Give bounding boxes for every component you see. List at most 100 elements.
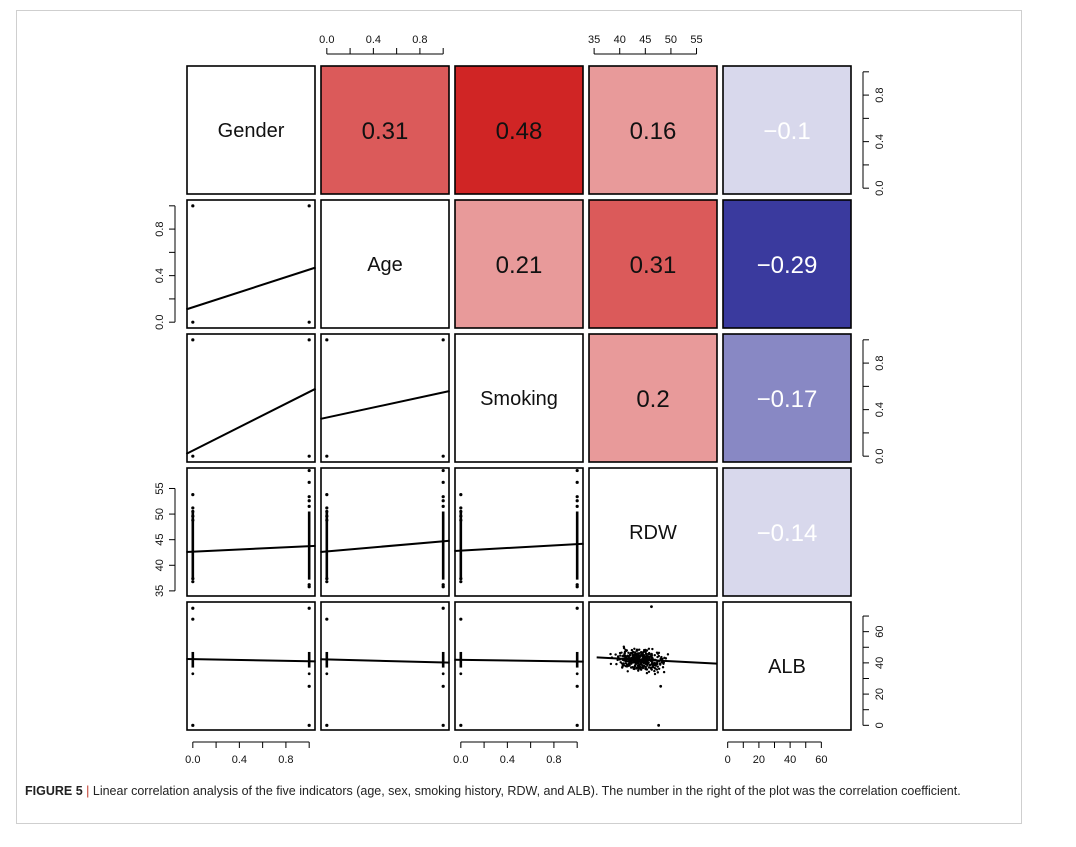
point-alb-rdw-352	[627, 651, 630, 654]
point-alb-age-0-3	[325, 723, 329, 727]
point-rdw-smoking-0-0	[459, 493, 463, 497]
diag-cell-gender	[186, 65, 316, 195]
axis-left-age: 0.0 0.4 0.8	[154, 205, 176, 330]
point-smoking-gender-1	[191, 338, 195, 342]
point-alb-rdw-266	[653, 669, 656, 673]
point-alb-rdw-304	[631, 654, 635, 657]
point-rdw-gender-1-2	[307, 495, 311, 499]
point-alb-gender-1-3	[307, 723, 311, 727]
point-alb-rdw-226	[635, 648, 639, 651]
axis-label-bottom-gender-2: 0.4	[232, 754, 247, 766]
axis-label-bottom-alb-0: 0	[725, 754, 731, 766]
corr-value-gender-alb: −0.1	[763, 118, 810, 145]
corr-value-age-smoking: 0.21	[496, 252, 543, 279]
point-rdw-smoking-1-2	[575, 495, 579, 499]
point-rdw-smoking-1-6	[575, 583, 579, 587]
point-rdw-age-0-0	[325, 493, 329, 497]
point-alb-rdw-74	[656, 655, 659, 659]
regression-line-rdw-vs-smoking	[454, 542, 584, 552]
axis-label-bottom-alb-4: 40	[784, 754, 796, 766]
point-alb-rdw-283	[624, 662, 628, 665]
point-alb-rdw-331	[639, 654, 643, 657]
point-alb-smoking-0-low	[459, 672, 463, 676]
axis-bottom-smoking: 0.0 0.4 0.8	[453, 741, 578, 766]
point-alb-rdw-outlier-1	[657, 723, 661, 727]
point-alb-rdw-43	[661, 666, 665, 669]
point-alb-rdw-250	[621, 664, 625, 667]
point-rdw-gender-1-3	[307, 499, 311, 503]
point-alb-rdw-98	[614, 653, 617, 656]
regression-line-smoking-vs-age	[320, 390, 450, 420]
point-alb-rdw-294	[653, 653, 656, 657]
scatterplot-matrix: Gender 0.31 0.48 0.16 −0.1 Age 0.21 0.31 −0.29 Sm…	[154, 34, 886, 766]
corr-value-rdw-alb: −0.14	[757, 520, 818, 547]
corr-cell-smoking-alb	[722, 333, 852, 463]
diag-label-age: Age	[367, 254, 403, 276]
point-alb-rdw-330	[637, 654, 641, 657]
diag-label-smoking: Smoking	[480, 388, 558, 410]
point-alb-rdw-163	[651, 647, 654, 651]
point-alb-rdw-109	[609, 662, 613, 666]
point-alb-smoking-0-1	[459, 617, 463, 621]
point-rdw-age-1-1	[441, 480, 445, 484]
point-age-gender-3	[307, 204, 311, 208]
axis-label-top-age-2: 0.4	[366, 34, 381, 46]
caption-separator: |	[86, 784, 90, 798]
diag-cell-smoking	[454, 333, 584, 463]
corr-cell-gender-smoking	[454, 65, 584, 195]
corr-value-age-alb: −0.29	[757, 252, 818, 279]
scatter-panel-rdw-vs-smoking	[454, 467, 584, 597]
point-rdw-smoking-0-4	[459, 518, 463, 522]
point-alb-rdw-239	[657, 667, 661, 670]
point-rdw-smoking-1-4	[575, 504, 579, 508]
figure-caption: FIGURE 5 | Linear correlation analysis o…	[25, 782, 1005, 800]
point-alb-rdw-318	[623, 650, 627, 654]
axis-label-bottom-alb-2: 20	[753, 754, 765, 766]
scatter-points-rdw-vs-gender	[191, 468, 311, 589]
axis-label-right-alb-2: 20	[874, 688, 886, 700]
point-smoking-gender-2	[307, 454, 311, 458]
point-alb-rdw-38	[647, 670, 651, 673]
point-alb-gender-1-2	[307, 684, 311, 688]
point-alb-rdw-143	[656, 671, 660, 674]
point-alb-rdw-20	[609, 652, 612, 656]
point-rdw-age-1-2	[441, 495, 445, 499]
point-alb-rdw-133	[635, 666, 639, 669]
axis-label-bottom-smoking-2: 0.4	[500, 754, 515, 766]
scatter-panel-alb-vs-smoking	[454, 601, 584, 731]
axis-top-rdw: 35 40 45 50 55	[588, 34, 703, 55]
axis-label-top-rdw-1: 40	[614, 34, 626, 46]
point-rdw-age-0-2	[325, 509, 329, 514]
point-alb-rdw-83	[653, 672, 657, 676]
point-rdw-smoking-0-2	[459, 509, 463, 514]
caption-label: FIGURE 5	[25, 784, 83, 798]
point-alb-rdw-outlier-2	[659, 684, 663, 688]
point-alb-age-0-low	[325, 672, 329, 676]
point-alb-rdw-321	[630, 648, 634, 652]
corr-value-smoking-alb: −0.17	[757, 386, 818, 413]
point-alb-rdw-166	[633, 665, 636, 669]
corr-cell-age-rdw	[588, 199, 718, 329]
axis-right-smoking: 0.0 0.4 0.8	[862, 339, 886, 464]
point-alb-gender-0-1	[191, 617, 195, 621]
corr-cell-gender-rdw	[588, 65, 718, 195]
caption-text: Linear correlation analysis of the five …	[92, 784, 961, 798]
point-alb-rdw-293	[644, 665, 647, 669]
axis-label-left-age-2: 0.4	[154, 268, 166, 283]
point-alb-age-1-low	[441, 672, 445, 676]
point-alb-gender-0-0	[191, 606, 195, 610]
corr-value-gender-age: 0.31	[362, 118, 409, 145]
corr-value-gender-smoking: 0.48	[496, 118, 543, 145]
point-age-gender-0	[191, 320, 195, 324]
point-alb-rdw-272	[638, 648, 641, 651]
point-alb-rdw-305	[666, 653, 670, 656]
point-rdw-gender-0-3	[191, 514, 195, 518]
point-alb-rdw-179	[660, 661, 664, 664]
point-alb-rdw-349	[639, 651, 643, 654]
point-alb-rdw-194	[632, 661, 636, 664]
axis-label-left-rdw-4: 55	[154, 482, 166, 494]
axis-label-right-gender-0: 0.0	[874, 181, 886, 196]
axis-label-top-rdw-2: 45	[639, 34, 651, 46]
point-alb-rdw-353	[624, 664, 628, 668]
point-alb-rdw-337	[641, 652, 645, 656]
